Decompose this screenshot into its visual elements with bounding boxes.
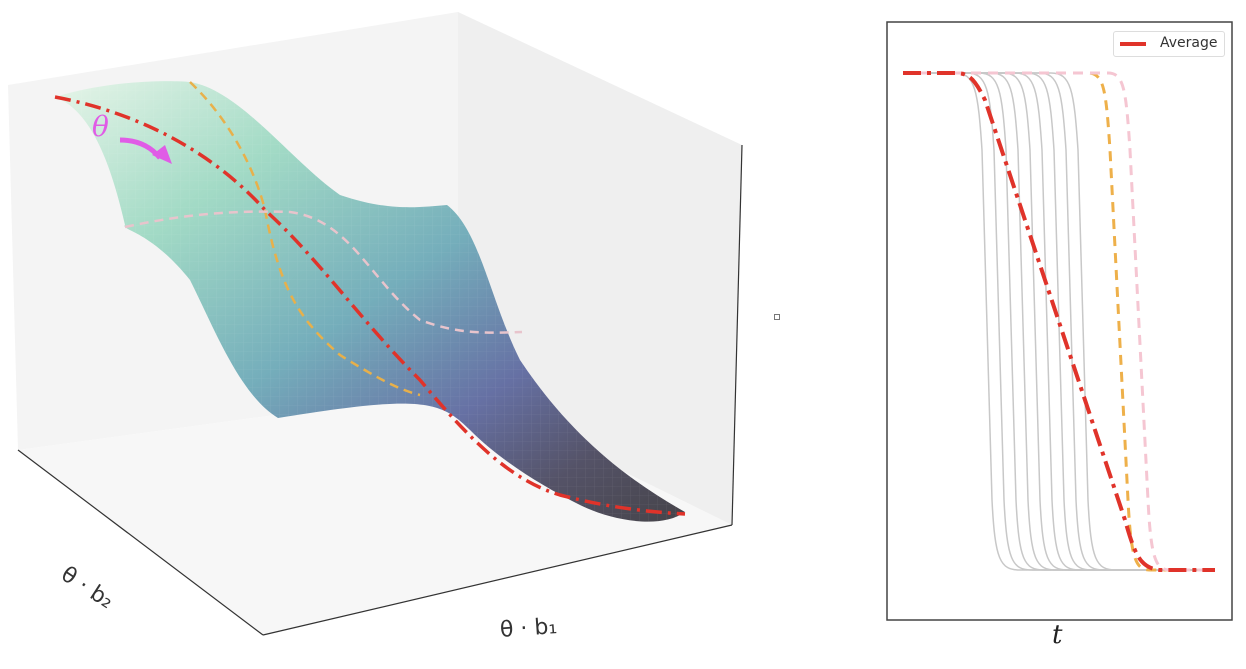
surface-plot-svg [8, 12, 743, 636]
theta-annotation: θ [92, 110, 109, 143]
legend-swatch-average [1120, 42, 1146, 46]
legend-label-average: Average [1160, 35, 1218, 51]
grey-sigmoid-curves [903, 72, 1215, 571]
orange-slice-curve [189, 81, 421, 397]
x-axis-label: θ · b₁ [499, 614, 559, 643]
average-curve [903, 71, 1215, 572]
surface-plot-panel [8, 12, 743, 636]
arrow-head-icon [152, 145, 172, 164]
average-path-curve [54, 95, 686, 516]
pink-dashed-curve [903, 71, 1215, 572]
legend: Average [1113, 31, 1225, 57]
surface [55, 81, 685, 522]
t-axis-label: t [1052, 620, 1063, 650]
line-plot-svg [886, 21, 1233, 621]
orange-dashed-curve [903, 71, 1215, 572]
axis-b1 [262, 524, 733, 636]
axis-b2 [17, 449, 264, 636]
line-plot-panel [880, 0, 1246, 665]
axis-z [731, 144, 743, 526]
marker-square [774, 314, 780, 320]
pink-slice-curve [124, 210, 523, 334]
